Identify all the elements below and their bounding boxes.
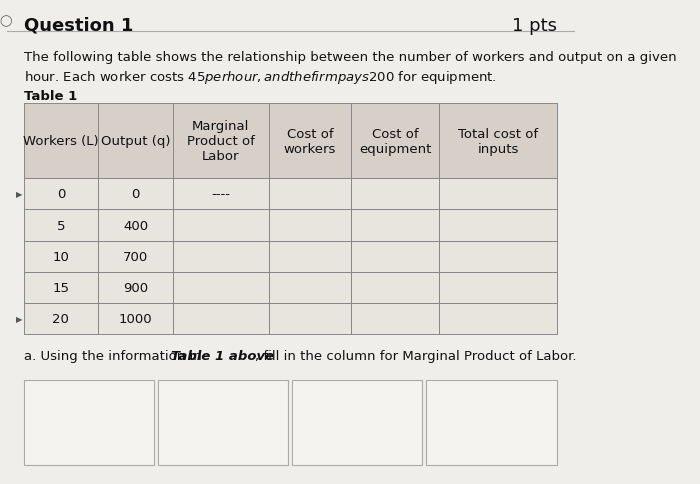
Text: Table 1 above: Table 1 above <box>171 349 274 363</box>
Bar <box>98 210 173 241</box>
Bar <box>98 241 173 272</box>
Text: a. Using the information in: a. Using the information in <box>24 349 206 363</box>
Bar <box>351 303 440 334</box>
Text: 5: 5 <box>57 219 65 232</box>
Bar <box>440 210 556 241</box>
Bar <box>351 272 440 303</box>
Text: 900: 900 <box>123 281 148 294</box>
Text: Table 1: Table 1 <box>24 90 77 103</box>
Bar <box>269 303 351 334</box>
Bar <box>173 210 269 241</box>
Text: 1000: 1000 <box>119 312 153 325</box>
Bar <box>173 179 269 210</box>
Text: Total cost of
inputs: Total cost of inputs <box>458 128 538 155</box>
Bar <box>351 241 440 272</box>
Bar <box>269 210 351 241</box>
Bar <box>24 241 98 272</box>
Text: The following table shows the relationship between the number of workers and out: The following table shows the relationsh… <box>24 51 676 64</box>
Bar <box>269 241 351 272</box>
Text: ▶: ▶ <box>17 190 23 199</box>
Bar <box>440 303 556 334</box>
Text: 1 pts: 1 pts <box>512 17 556 35</box>
Bar <box>98 272 173 303</box>
Text: Cost of
equipment: Cost of equipment <box>359 128 431 155</box>
Text: 0: 0 <box>132 188 140 201</box>
Text: ----: ---- <box>211 188 230 201</box>
Bar <box>98 179 173 210</box>
Bar <box>173 272 269 303</box>
Text: 15: 15 <box>52 281 69 294</box>
Text: 400: 400 <box>123 219 148 232</box>
Text: hour. Each worker costs $45 per hour, and the firm pays $200 for equipment.: hour. Each worker costs $45 per hour, an… <box>24 69 496 86</box>
Bar <box>24 303 98 334</box>
Text: Marginal
Product of
Labor: Marginal Product of Labor <box>187 120 255 163</box>
Bar <box>24 210 98 241</box>
Bar <box>440 179 556 210</box>
Bar <box>351 179 440 210</box>
Text: Cost of
workers: Cost of workers <box>284 128 336 155</box>
Bar <box>269 272 351 303</box>
Text: ◯: ◯ <box>0 15 12 27</box>
Bar <box>351 210 440 241</box>
Text: 0: 0 <box>57 188 65 201</box>
Bar <box>173 241 269 272</box>
Text: Workers (L): Workers (L) <box>23 135 99 148</box>
Bar <box>269 179 351 210</box>
Text: Question 1: Question 1 <box>24 17 133 35</box>
Bar <box>98 303 173 334</box>
Text: , fill in the column for Marginal Product of Labor.: , fill in the column for Marginal Produc… <box>255 349 576 363</box>
Bar <box>24 272 98 303</box>
Text: 20: 20 <box>52 312 69 325</box>
Text: ▶: ▶ <box>17 314 23 323</box>
Bar <box>173 303 269 334</box>
Text: Output (q): Output (q) <box>101 135 170 148</box>
Text: 700: 700 <box>122 250 148 263</box>
Bar <box>440 241 556 272</box>
Bar <box>24 179 98 210</box>
Text: 10: 10 <box>52 250 69 263</box>
Bar <box>440 272 556 303</box>
